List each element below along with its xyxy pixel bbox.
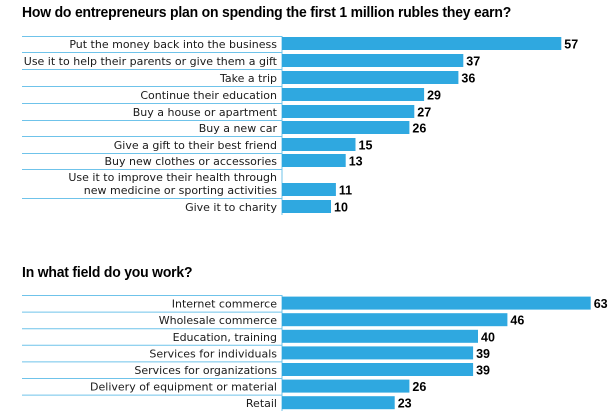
value-label: 36 xyxy=(461,72,475,86)
value-label: 26 xyxy=(412,122,426,136)
category-label: Buy new clothes or accessories xyxy=(105,155,278,168)
value-label: 15 xyxy=(359,139,373,153)
category-label: Continue their education xyxy=(140,89,277,102)
bar-1-1 xyxy=(282,37,562,50)
bar-1-9 xyxy=(282,183,336,196)
category-label: Take a trip xyxy=(219,72,277,85)
value-label: 11 xyxy=(339,184,352,198)
value-label: 46 xyxy=(510,314,524,328)
category-label: Education, training xyxy=(173,331,277,344)
category-label: Internet commerce xyxy=(172,298,277,311)
bar-1-5 xyxy=(282,105,415,118)
bar-1-6 xyxy=(282,121,410,134)
category-label: Services for individuals xyxy=(149,347,277,360)
value-label: 63 xyxy=(594,297,608,311)
bar-2-2 xyxy=(282,313,508,327)
bar-2-5 xyxy=(282,363,474,376)
chart-1: 57 Put the money back into the business 37… xyxy=(22,36,578,215)
chart-2-title: In what field do you work? xyxy=(22,264,193,281)
value-label: 27 xyxy=(417,106,431,120)
category-label: Use it to improve their health through ne… xyxy=(68,171,277,197)
bar-1-3 xyxy=(282,71,459,84)
bar-2-6 xyxy=(282,379,410,393)
value-label: 39 xyxy=(476,364,490,378)
chart-2: 63 Internet commerce 46 Wholesale commerce 4… xyxy=(22,295,608,411)
category-label: Services for organizations xyxy=(134,364,277,377)
bar-2-7 xyxy=(282,396,395,410)
bar-2-1 xyxy=(282,296,591,310)
category-label: Delivery of equipment or material xyxy=(90,381,277,394)
value-label: 10 xyxy=(334,201,348,215)
value-label: 37 xyxy=(466,55,480,69)
chart-1-title: How do entrepreneurs plan on spending th… xyxy=(22,4,512,21)
value-label: 39 xyxy=(476,347,490,361)
value-label: 23 xyxy=(398,397,412,411)
category-label: Retail xyxy=(246,397,277,410)
value-label: 40 xyxy=(481,330,495,344)
category-label: Wholesale commerce xyxy=(159,314,277,327)
category-label: Buy a new car xyxy=(199,122,278,135)
category-label: Give a gift to their best friend xyxy=(114,139,277,152)
bar-2-4 xyxy=(282,346,474,360)
bar-1-4 xyxy=(282,88,425,101)
value-label: 29 xyxy=(427,89,441,103)
bar-2-3 xyxy=(282,329,478,343)
bar-1-7 xyxy=(282,138,356,151)
category-label: Put the money back into the business xyxy=(69,38,277,51)
category-label: Use it to help their parents or give the… xyxy=(24,55,278,68)
category-label: Buy a house or apartment xyxy=(133,106,278,119)
bar-1-8 xyxy=(282,154,346,167)
value-label: 13 xyxy=(349,155,363,169)
bar-1-10 xyxy=(282,200,331,213)
value-label: 26 xyxy=(412,380,426,394)
value-label: 57 xyxy=(564,38,578,52)
bar-1-2 xyxy=(282,54,464,67)
category-label: Give it to charity xyxy=(185,201,277,214)
